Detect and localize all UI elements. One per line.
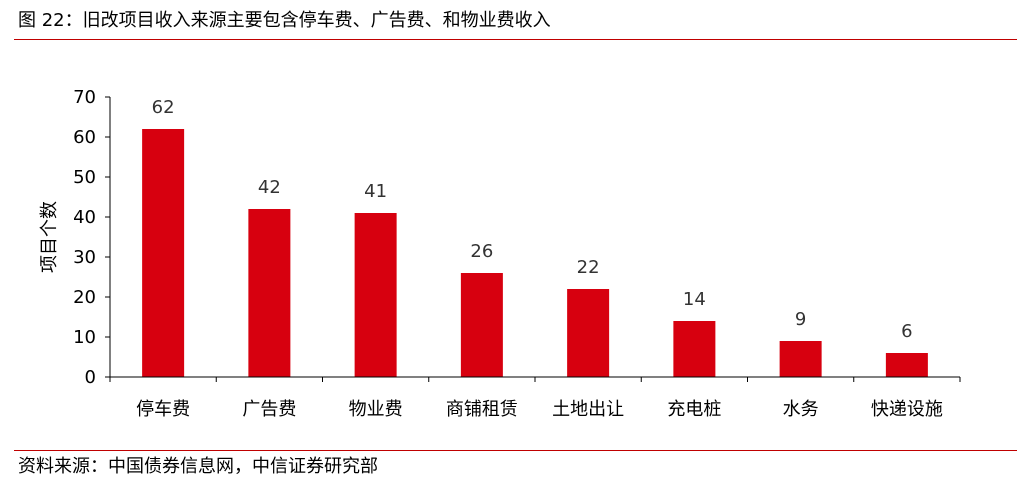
x-tick-label: 广告费: [242, 399, 296, 420]
bar: [779, 341, 822, 377]
y-tick-label: 20: [73, 287, 96, 308]
bar: [673, 321, 716, 377]
data-label: 62: [152, 97, 175, 118]
x-tick-label: 充电桩: [667, 399, 721, 420]
source-note: 资料来源：中国债券信息网，中信证券研究部: [18, 456, 378, 477]
x-axis-ticks: 停车费 广告费 物业费 商铺租赁 土地出让 充电桩 水务 快递设施: [109, 377, 961, 420]
y-tick-label: 40: [73, 207, 96, 228]
x-tick-label: 土地出让: [552, 399, 624, 420]
footer-divider: [14, 450, 1017, 451]
data-label: 41: [364, 181, 387, 202]
bar: [354, 213, 397, 377]
data-label: 22: [577, 257, 600, 278]
y-tick-label: 50: [73, 167, 96, 188]
x-tick-label: 水务: [783, 399, 819, 420]
y-tick-label: 60: [73, 127, 96, 148]
data-label: 42: [258, 177, 281, 198]
bar: [567, 289, 610, 377]
y-tick-label: 30: [73, 247, 96, 268]
bar: [460, 273, 503, 377]
bar-chart: 项目个数 0 10 20 30 40 50 60 70 62 42 41 26 22 14 9 6 停车费 广…: [39, 87, 961, 420]
y-tick-label: 0: [85, 367, 96, 388]
y-axis-ticks: 0 10 20 30 40 50 60 70: [73, 87, 110, 388]
x-tick-label: 快递设施: [871, 399, 943, 420]
data-label: 9: [795, 309, 806, 330]
data-label: 6: [901, 321, 912, 342]
y-axis-label: 项目个数: [39, 201, 60, 273]
title-divider: [14, 39, 1017, 40]
data-label: 14: [683, 289, 706, 310]
data-label: 26: [470, 241, 493, 262]
figure-title: 图 22：旧改项目收入来源主要包含停车费、广告费、和物业费收入: [18, 10, 551, 31]
x-tick-label: 物业费: [349, 399, 403, 420]
x-tick-label: 商铺租赁: [446, 399, 518, 420]
bars-group: 62 42 41 26 22 14 9 6: [142, 97, 928, 377]
bar: [885, 353, 928, 377]
bar: [142, 129, 185, 377]
y-tick-label: 70: [73, 87, 96, 108]
x-tick-label: 停车费: [136, 399, 190, 420]
bar: [248, 209, 291, 377]
y-tick-label: 10: [73, 327, 96, 348]
